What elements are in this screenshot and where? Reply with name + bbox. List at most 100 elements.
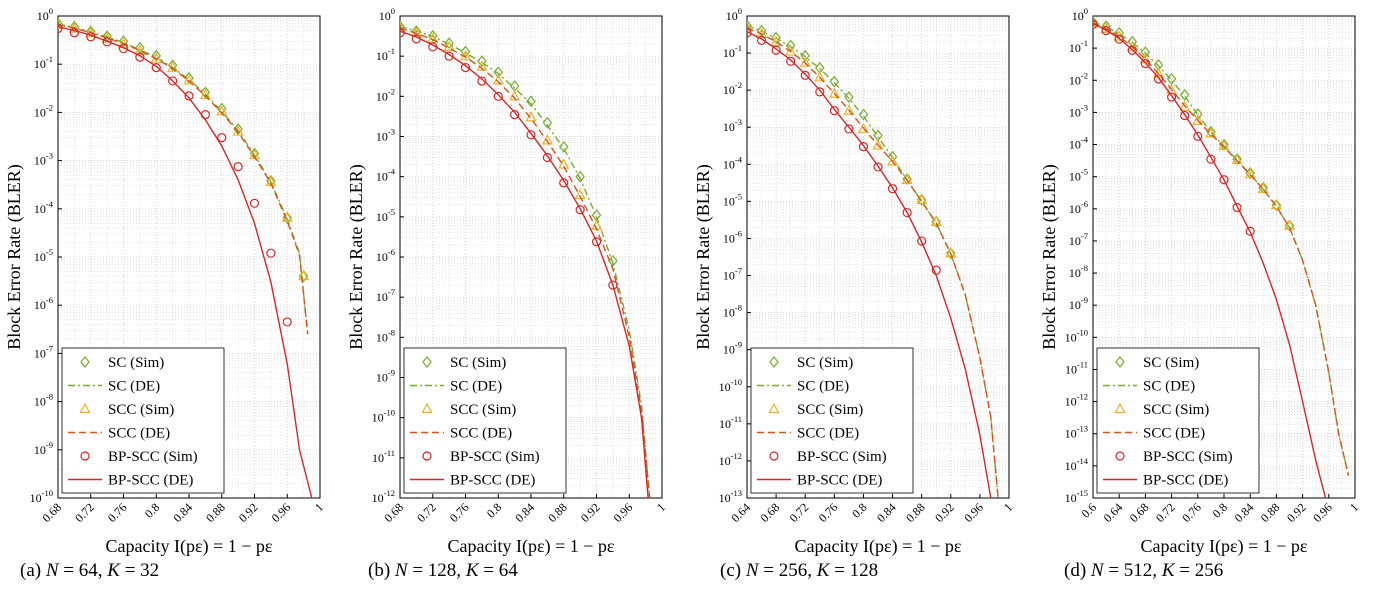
data-point-diamond: [184, 71, 194, 84]
data-point-triangle: [945, 246, 957, 258]
data-point-triangle: [872, 139, 884, 150]
legend-label: SCC (DE): [797, 426, 859, 442]
x-tick-label: 0.68: [39, 500, 64, 525]
x-tick-label: 0.92: [578, 500, 603, 525]
legend-label: SC (DE): [797, 379, 849, 395]
y-tick-label: 10-11: [372, 448, 395, 465]
data-point-diamond: [493, 66, 504, 79]
data-point-circle: [168, 76, 178, 86]
legend-marker-circle: [769, 451, 779, 461]
y-axis-label: Block Error Rate (BLER): [4, 164, 25, 349]
legend-label: SCC (Sim): [450, 402, 516, 418]
data-point-circle: [1127, 45, 1137, 56]
y-tick-label: 10-1: [376, 46, 395, 63]
legend-marker-diamond: [80, 356, 90, 368]
x-tick-label: 0.84: [512, 500, 537, 525]
series-line-scc-de-: [400, 27, 651, 498]
legend-label: BP-SCC (Sim): [1143, 449, 1233, 465]
y-tick-label: 10-12: [719, 451, 742, 468]
y-tick-label: 10-13: [719, 488, 742, 505]
y-tick-label: 10-1: [1069, 38, 1088, 55]
series-line-bp-scc-de-: [1093, 22, 1327, 498]
y-tick-label: 10-6: [376, 247, 395, 264]
y-tick-label: 10-7: [1069, 231, 1088, 248]
legend-label: BP-SCC (Sim): [797, 449, 887, 465]
x-tick-label: 0.76: [816, 500, 841, 525]
x-tick-label: 0.96: [611, 500, 636, 525]
data-point-circle: [184, 91, 194, 101]
data-point-circle: [1193, 131, 1203, 141]
x-tick-label: 1: [1347, 500, 1361, 514]
data-point-diamond: [1140, 46, 1151, 59]
x-tick-label: 0.88: [203, 500, 228, 525]
legend-box: [61, 347, 225, 494]
x-tick-label: 0.64: [728, 500, 753, 525]
y-tick-label: 10-10: [1065, 327, 1088, 344]
data-point-circle: [756, 35, 767, 45]
x-tick-label: 0.72: [1153, 500, 1178, 525]
data-point-circle: [526, 130, 536, 140]
data-point-triangle: [199, 88, 211, 100]
data-point-diamond: [1093, 16, 1098, 28]
data-point-circle: [559, 178, 569, 188]
x-tick-label: 0.8: [1210, 500, 1231, 521]
data-point-circle: [510, 110, 520, 120]
data-point-circle: [135, 52, 145, 62]
data-point-circle: [266, 248, 276, 258]
data-point-diamond: [477, 55, 487, 68]
x-axis-label: Capacity I(pε) = 1 − pε: [106, 536, 273, 557]
legend-label: BP-SCC (DE): [450, 473, 535, 489]
data-point-circle: [282, 317, 292, 327]
data-point-circle: [1166, 92, 1177, 102]
grid: [746, 15, 1010, 499]
data-point-circle: [542, 152, 552, 163]
y-tick-label: 10-9: [1069, 295, 1088, 312]
data-point-circle: [591, 237, 602, 247]
data-point-triangle: [492, 74, 504, 85]
data-point-triangle: [901, 173, 913, 184]
x-tick-label: 0.88: [545, 500, 570, 525]
y-tick-label: 10-10: [719, 377, 742, 394]
data-point-diamond: [747, 19, 752, 32]
y-tick-label: 10-2: [376, 86, 395, 103]
data-point-diamond: [298, 270, 309, 283]
legend-marker-circle: [80, 451, 90, 461]
data-point-triangle: [400, 21, 406, 33]
legend-marker-diamond: [769, 356, 779, 368]
data-point-diamond: [608, 254, 618, 267]
legend-marker-triangle: [79, 402, 91, 414]
chart-panel-2: 100 10-1 10-2 10-3 10-4 10-5 10-6 10-7 10-8 10-9 1…: [346, 6, 668, 557]
y-tick-label: 10-6: [34, 295, 53, 312]
plot-area: [400, 20, 651, 498]
x-tick-label: 0.64: [1101, 500, 1126, 525]
y-tick-label: 100: [726, 6, 742, 23]
y-tick-label: 10-8: [1069, 263, 1088, 280]
y-tick-label: 10-10: [30, 488, 53, 505]
data-point-diamond: [785, 39, 796, 52]
caption-c: (c) N = 256, K = 128: [720, 560, 879, 581]
data-point-circle: [118, 44, 129, 54]
data-point-diamond: [771, 31, 781, 44]
y-tick-label: 10-2: [723, 80, 742, 97]
y-tick-label: 10-2: [34, 102, 53, 119]
x-tick-label: 0.96: [269, 500, 294, 525]
y-tick-label: 10-8: [34, 392, 53, 409]
data-point-triangle: [249, 148, 260, 160]
x-tick-label: 0.84: [170, 500, 195, 525]
data-point-diamond: [558, 140, 569, 153]
x-tick-label: 0.92: [236, 500, 261, 525]
legend-marker-triangle: [1114, 402, 1126, 414]
data-point-diamond: [151, 49, 162, 62]
data-point-diamond: [167, 59, 178, 72]
legend-label: SCC (DE): [450, 426, 512, 442]
data-point-diamond: [902, 173, 912, 186]
x-tick-label: 0.68: [757, 500, 782, 525]
data-point-circle: [1206, 154, 1216, 164]
y-axis-label: Block Error Rate (BLER): [346, 164, 367, 349]
x-tick-label: 0.72: [787, 500, 812, 525]
data-point-diamond: [200, 86, 211, 99]
y-tick-label: 10-3: [34, 151, 53, 168]
legend-label: SCC (Sim): [797, 402, 863, 418]
y-tick-label: 10-5: [723, 191, 742, 208]
x-tick-label: 0.88: [1258, 500, 1283, 525]
